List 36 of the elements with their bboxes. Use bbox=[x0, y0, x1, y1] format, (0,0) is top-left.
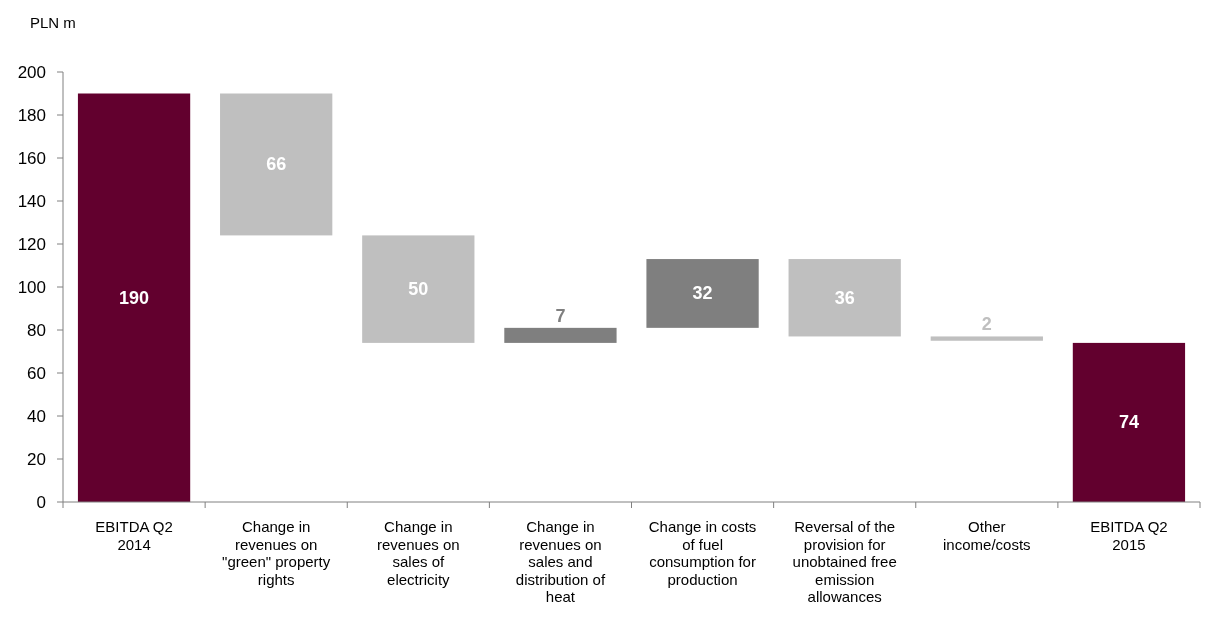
data-label: 36 bbox=[834, 287, 855, 308]
data-label: 32 bbox=[692, 283, 713, 304]
x-tick-label: Change in revenues on sales of electricity bbox=[377, 518, 460, 588]
x-tick-label: Reversal of the provision for unobtained free emission allowances bbox=[792, 518, 897, 605]
data-label: 50 bbox=[408, 279, 429, 300]
data-label: 74 bbox=[1118, 412, 1139, 433]
bar bbox=[220, 93, 333, 236]
y-tick-label: 0 bbox=[36, 493, 46, 512]
bar bbox=[77, 93, 191, 502]
bar bbox=[646, 259, 759, 328]
data-label: 66 bbox=[266, 154, 287, 175]
x-tick-label: Change in revenues on sales and distribution of heat bbox=[515, 518, 606, 605]
y-tick-label: 140 bbox=[17, 192, 46, 211]
bar bbox=[362, 235, 475, 343]
y-tick-label: 40 bbox=[27, 407, 46, 426]
y-tick-label: 100 bbox=[17, 278, 46, 297]
bar bbox=[930, 336, 1043, 341]
y-tick-label: 160 bbox=[17, 149, 46, 168]
y-tick-label: 120 bbox=[17, 235, 46, 254]
x-tick-label: Change in costs of fuel consumption for production bbox=[648, 518, 757, 588]
y-tick-label: 200 bbox=[17, 63, 46, 82]
x-tick-label: Other income/costs bbox=[943, 518, 1031, 553]
bar bbox=[1072, 342, 1186, 502]
data-label: 190 bbox=[119, 287, 150, 308]
y-tick-label: 20 bbox=[27, 450, 46, 469]
data-label: 2 bbox=[981, 314, 992, 335]
bar bbox=[504, 327, 617, 343]
bar bbox=[788, 259, 901, 337]
y-tick-label: 80 bbox=[27, 321, 46, 340]
x-tick-label: EBITDA Q2 2014 bbox=[95, 518, 173, 553]
x-tick-label: Change in revenues on "green" property rights bbox=[222, 518, 331, 588]
y-tick-label: 180 bbox=[17, 106, 46, 125]
data-label: 7 bbox=[555, 305, 566, 326]
y-axis-title: PLN m bbox=[30, 14, 76, 31]
x-tick-label: EBITDA Q2 2015 bbox=[1090, 518, 1168, 553]
y-tick-label: 60 bbox=[27, 364, 46, 383]
